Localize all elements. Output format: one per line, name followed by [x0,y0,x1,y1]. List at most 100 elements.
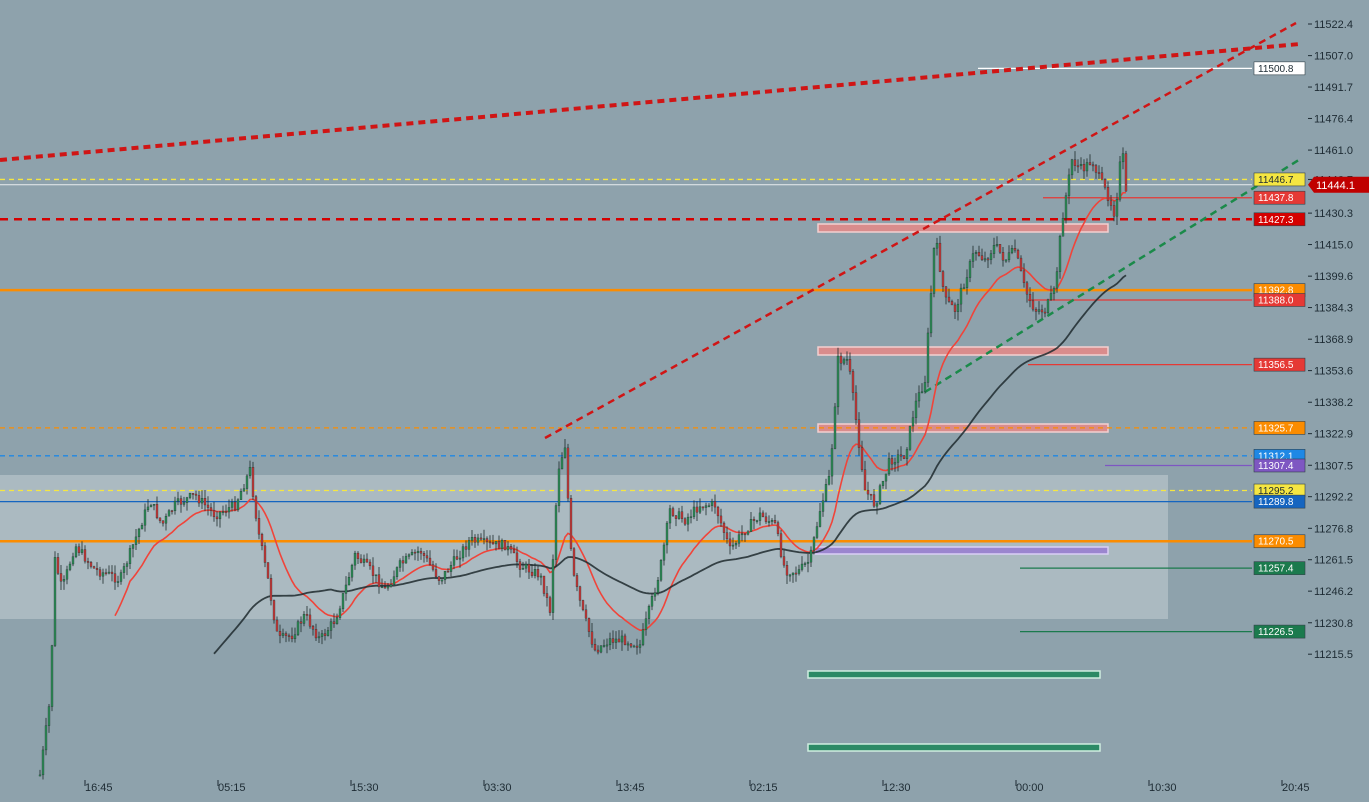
candle-body [992,245,996,254]
candle-body [422,553,426,556]
level-tag-11427.3[interactable] [1253,212,1306,227]
green-support-trendline[interactable] [924,156,1303,394]
level-tag-11500.8[interactable] [1253,61,1306,76]
current-price-tag[interactable] [1308,176,1369,193]
candle-body [38,774,42,777]
candle-body [875,503,879,507]
candle-body [173,500,177,512]
candle-body [971,253,975,262]
candle-body [569,498,573,549]
candle-body [776,522,780,534]
candle-body [602,645,606,647]
level-tag-11437.8[interactable] [1253,190,1306,205]
candle-body [887,458,891,475]
level-tag-11446.7[interactable] [1253,172,1306,187]
candle-body [272,600,276,621]
level-tag-11356.5[interactable] [1253,357,1306,372]
level-tag-11257.4[interactable] [1253,561,1306,575]
candle-body [485,538,489,542]
level-tag-label: 11437.8 [1258,193,1294,204]
level-tag-label: 11356.5 [1258,360,1294,371]
candle-body [851,371,855,393]
candle-body [1106,187,1110,202]
x-tick-label: 20:45 [1282,782,1310,794]
candle-body [329,621,333,631]
y-tick-label: 11246.2 [1314,586,1353,598]
level-tag-11226.5[interactable] [1253,624,1306,639]
candle-body [326,630,330,636]
candle-body [899,454,903,457]
candle-body [53,557,57,646]
candle-body [767,521,771,523]
candle-body [734,543,738,546]
candle-body [353,552,357,566]
candle-body [1115,199,1119,217]
purple-zone[interactable] [814,546,1109,555]
candle-body [116,581,120,583]
demand-zone-2[interactable] [807,743,1101,752]
candle-body [596,649,600,653]
candle-body [107,571,111,574]
candle-body [314,629,318,639]
level-tag-11325.7[interactable] [1253,421,1306,435]
candle-body [236,499,240,511]
candle-body [341,593,345,610]
candle-body [179,498,183,505]
candle-body [893,462,897,465]
candle-body [620,635,624,643]
candle-body [935,242,939,249]
candle-body [752,519,756,521]
candle-body [260,534,264,547]
candle-body [182,502,186,505]
candle-body [1022,270,1026,284]
candle-body [380,586,384,589]
candle-body [983,258,987,261]
y-tick-label: 11338.2 [1314,397,1353,409]
level-tag-11307.4[interactable] [1253,458,1306,473]
candle-body [833,406,837,449]
candle-body [218,511,222,520]
candle-body [119,572,123,582]
candle-body [515,552,519,562]
candle-body [431,564,435,570]
candle-body [545,593,549,598]
candle-body [206,504,210,508]
candle-body [524,564,528,569]
candle-body [278,631,282,636]
candle-body [257,518,261,535]
candle-body [527,564,531,573]
candle-body [542,575,546,594]
level-tag-label: 11257.4 [1258,564,1294,575]
upper-red-trendline[interactable] [0,42,1301,162]
level-tag-11289.8[interactable] [1253,494,1306,509]
candle-body [419,550,423,554]
demand-zone-1[interactable] [807,670,1101,679]
candle-body [473,537,477,543]
candle-body [158,517,162,521]
candle-body [113,573,117,583]
candle-body [56,557,60,574]
candle-body [275,619,279,632]
candle-body [338,608,342,618]
candle-body [932,247,936,294]
candle-body [398,560,402,568]
candle-body [377,574,381,588]
level-tag-11270.5[interactable] [1253,534,1306,549]
level-tag-11388.0[interactable] [1253,293,1306,307]
candle-body [746,531,750,535]
y-tick-label: 11215.5 [1314,649,1353,661]
candle-body [461,546,465,559]
candle-body [812,537,816,551]
candle-body [638,644,642,648]
candle-body [143,509,147,526]
supply-zone-1[interactable] [817,223,1109,233]
candle-body [449,565,453,572]
candle-body [836,355,840,408]
supply-zone-2[interactable] [817,346,1109,356]
candle-body [860,447,864,470]
candle-body [320,633,324,637]
candle-body [677,511,681,519]
y-tick-label: 11353.6 [1314,366,1353,378]
candle-body [425,555,429,559]
